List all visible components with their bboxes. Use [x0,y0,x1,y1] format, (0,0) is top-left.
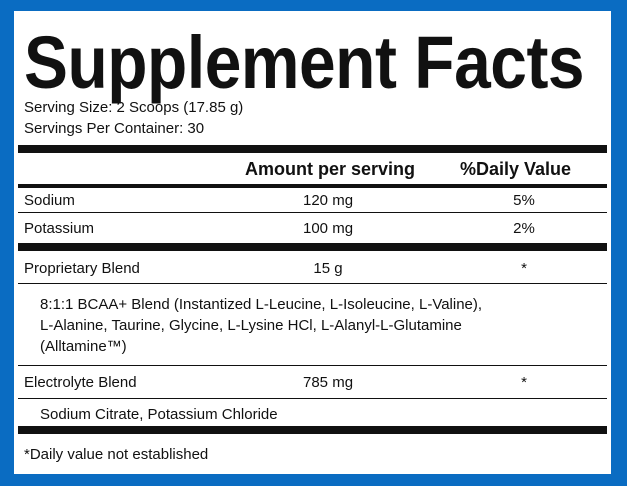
blend-name: Proprietary Blend [24,260,140,277]
nutrient-name: Sodium [24,192,75,209]
row-line [18,212,607,213]
amount: 15 g [313,260,343,277]
nutrient-name: Potassium [24,220,95,237]
daily-value: 5% [513,192,535,209]
title: Supplement Facts [24,21,585,104]
daily-value-header: %Daily Value [460,159,572,179]
daily-value: * [521,374,527,391]
ingredients: 8:1:1 BCAA+ Blend (Instantized L-Leucine… [40,296,483,313]
row-line [18,365,607,366]
ingredients: (Alltamine™) [40,338,127,355]
daily-value: * [521,260,527,277]
divider [18,145,607,153]
label-panel: Supplement Facts Serving Size: 2 Scoops … [14,11,611,474]
row-line [18,283,607,284]
serving-size: Serving Size: 2 Scoops (17.85 g) [24,99,244,116]
blend-name: Electrolyte Blend [24,374,137,391]
amount: 785 mg [303,374,354,391]
divider [18,426,607,434]
amount: 120 mg [303,192,354,209]
row-line [18,398,607,399]
divider [18,184,607,188]
daily-value: 2% [513,220,535,237]
servings-per-container: Servings Per Container: 30 [24,120,205,137]
amount: 100 mg [303,220,354,237]
divider [18,243,607,251]
footnote: *Daily value not established [24,446,209,463]
ingredients: L-Alanine, Taurine, Glycine, L-Lysine HC… [40,317,462,334]
ingredients: Sodium Citrate, Potassium Chloride [40,406,278,423]
amount-header: Amount per serving [245,159,416,179]
